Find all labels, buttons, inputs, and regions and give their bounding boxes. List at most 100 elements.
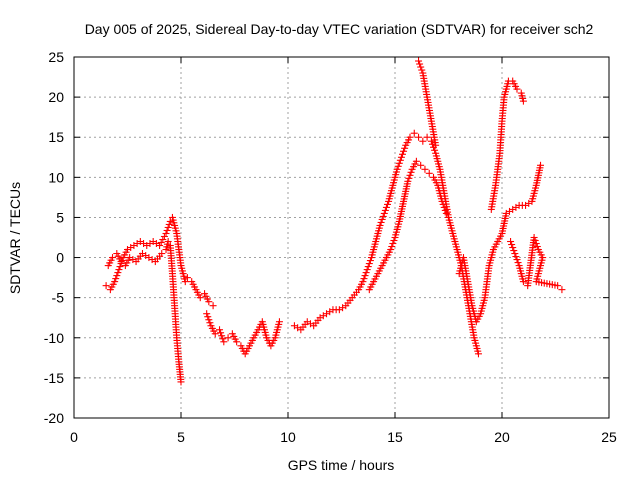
x-tick-label: 10: [280, 429, 296, 445]
data-point: [421, 165, 429, 173]
data-point: [362, 269, 370, 277]
data-point: [377, 218, 385, 226]
data-point: [406, 133, 414, 141]
data-point: [417, 63, 425, 71]
data-point: [423, 133, 431, 141]
axis-ticks: 0 5 10 15 20 25 -20 -15 -10 -5 0 5 10 15 20 25: [44, 49, 617, 445]
data-point: [387, 246, 395, 254]
data-markers: [102, 57, 566, 386]
data-point: [156, 242, 164, 250]
data-point: [519, 97, 527, 105]
data-point: [365, 260, 373, 268]
x-tick-label: 15: [387, 429, 403, 445]
grid-lines: [74, 57, 609, 418]
data-point: [389, 240, 397, 248]
data-point: [532, 240, 540, 248]
data-point: [418, 66, 426, 74]
data-point: [164, 238, 172, 246]
data-point: [114, 269, 122, 277]
y-tick-label: -10: [44, 330, 64, 346]
data-point: [112, 275, 120, 283]
data-point: [206, 319, 214, 327]
data-point: [404, 177, 412, 185]
data-point: [397, 153, 405, 161]
data-point: [439, 200, 447, 208]
data-point: [416, 60, 424, 68]
data-point: [219, 335, 227, 343]
y-tick-label: 15: [48, 129, 64, 145]
y-tick-label: 20: [48, 89, 64, 105]
data-point: [531, 237, 539, 245]
data-point: [396, 156, 404, 164]
data-point: [115, 266, 123, 274]
data-point: [181, 278, 189, 286]
data-point: [158, 250, 166, 258]
data-point: [511, 250, 519, 258]
x-tick-label: 5: [177, 429, 185, 445]
data-point: [162, 229, 170, 237]
data-point: [412, 157, 420, 165]
data-point: [359, 278, 367, 286]
y-tick-label: 25: [48, 49, 64, 65]
data-point: [111, 278, 119, 286]
chart-title: Day 005 of 2025, Sidereal Day-to-day VTE…: [85, 21, 594, 37]
data-point: [410, 129, 418, 137]
data-point: [431, 146, 439, 154]
data-point: [438, 197, 446, 205]
data-point: [363, 266, 371, 274]
data-point: [419, 137, 427, 145]
data-point: [382, 203, 390, 211]
data-point: [102, 282, 110, 290]
data-point: [196, 294, 204, 302]
y-tick-label: 10: [48, 169, 64, 185]
data-point: [109, 254, 117, 262]
y-tick-label: -5: [52, 290, 65, 306]
data-point: [216, 326, 224, 334]
data-point: [400, 147, 408, 155]
data-point: [537, 161, 545, 169]
data-point: [417, 161, 425, 169]
data-point: [390, 237, 398, 245]
data-point: [159, 236, 167, 244]
data-point: [203, 310, 211, 318]
data-point: [398, 150, 406, 158]
data-point: [415, 57, 423, 65]
data-point: [514, 259, 522, 267]
data-point: [432, 141, 440, 149]
data-point: [507, 238, 515, 246]
data-point: [211, 330, 219, 338]
data-point: [378, 215, 386, 223]
data-point: [364, 263, 372, 271]
data-point: [275, 318, 283, 326]
data-point: [512, 253, 520, 261]
data-point: [217, 329, 225, 337]
data-point: [379, 212, 387, 220]
data-point: [366, 257, 374, 265]
data-point: [183, 274, 191, 282]
data-point: [376, 221, 384, 229]
data-point: [442, 209, 450, 217]
data-point: [530, 234, 538, 241]
x-tick-label: 25: [601, 429, 617, 445]
y-tick-label: -20: [44, 410, 64, 426]
data-point: [157, 239, 165, 247]
data-point: [405, 174, 413, 182]
data-point: [407, 168, 415, 176]
data-point: [177, 378, 185, 386]
data-point: [533, 243, 541, 251]
data-point: [164, 223, 172, 231]
x-axis-label: GPS time / hours: [288, 457, 395, 473]
data-point: [395, 159, 403, 167]
data-point: [209, 302, 217, 310]
data-point: [406, 171, 414, 179]
data-point: [361, 272, 369, 280]
data-point: [116, 263, 124, 271]
data-point: [509, 244, 517, 252]
data-point: [513, 256, 521, 264]
data-point: [160, 232, 168, 240]
data-point: [508, 241, 516, 249]
data-point: [415, 133, 423, 141]
data-point: [388, 243, 396, 251]
data-point: [394, 162, 402, 170]
